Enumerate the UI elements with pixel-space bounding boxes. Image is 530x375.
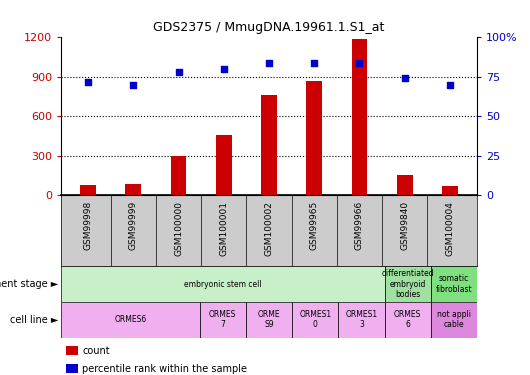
Bar: [216, 135, 232, 195]
Bar: [431, 302, 477, 338]
Bar: [292, 302, 338, 338]
Point: [400, 75, 409, 81]
Bar: [385, 266, 431, 302]
Text: GSM99965: GSM99965: [310, 201, 319, 250]
Text: GSM99840: GSM99840: [400, 201, 409, 250]
Point: [446, 82, 454, 88]
Bar: [61, 266, 385, 302]
Text: embryonic stem cell: embryonic stem cell: [184, 280, 262, 289]
Point: [174, 69, 183, 75]
Text: GSM100002: GSM100002: [264, 201, 273, 256]
Bar: [126, 184, 141, 195]
Text: GSM100001: GSM100001: [219, 201, 228, 256]
Text: GSM99999: GSM99999: [129, 201, 138, 250]
Text: cell line ►: cell line ►: [10, 315, 58, 325]
Point: [265, 60, 273, 66]
Bar: [431, 266, 477, 302]
Text: development stage ►: development stage ►: [0, 279, 58, 289]
Text: ORMES
6: ORMES 6: [394, 310, 421, 329]
Point: [219, 66, 228, 72]
Title: GDS2375 / MmugDNA.19961.1.S1_at: GDS2375 / MmugDNA.19961.1.S1_at: [153, 21, 385, 33]
Bar: [306, 81, 322, 195]
Point: [355, 60, 364, 66]
Text: ORMES
7: ORMES 7: [209, 310, 236, 329]
Bar: [80, 184, 96, 195]
Text: GSM100004: GSM100004: [445, 201, 454, 256]
Text: percentile rank within the sample: percentile rank within the sample: [82, 364, 247, 374]
Text: count: count: [82, 346, 110, 355]
Text: GSM99966: GSM99966: [355, 201, 364, 250]
Bar: [61, 302, 200, 338]
Bar: [442, 186, 458, 195]
Bar: [397, 175, 412, 195]
Bar: [171, 156, 187, 195]
Bar: [261, 95, 277, 195]
Text: ORMES6: ORMES6: [114, 315, 146, 324]
Bar: [200, 302, 246, 338]
Text: ORMES1
0: ORMES1 0: [299, 310, 331, 329]
Text: ORME
S9: ORME S9: [258, 310, 280, 329]
Bar: [385, 302, 431, 338]
Bar: [351, 39, 367, 195]
Text: GSM100000: GSM100000: [174, 201, 183, 256]
Text: ORMES1
3: ORMES1 3: [346, 310, 377, 329]
Point: [84, 79, 92, 85]
Bar: [246, 302, 292, 338]
Text: differentiated
embryoid
bodies: differentiated embryoid bodies: [382, 269, 434, 299]
Point: [129, 82, 138, 88]
Text: GSM99998: GSM99998: [84, 201, 93, 250]
Point: [310, 60, 319, 66]
Bar: [338, 302, 385, 338]
Text: not appli
cable: not appli cable: [437, 310, 471, 329]
Text: somatic
fibroblast: somatic fibroblast: [436, 274, 472, 294]
